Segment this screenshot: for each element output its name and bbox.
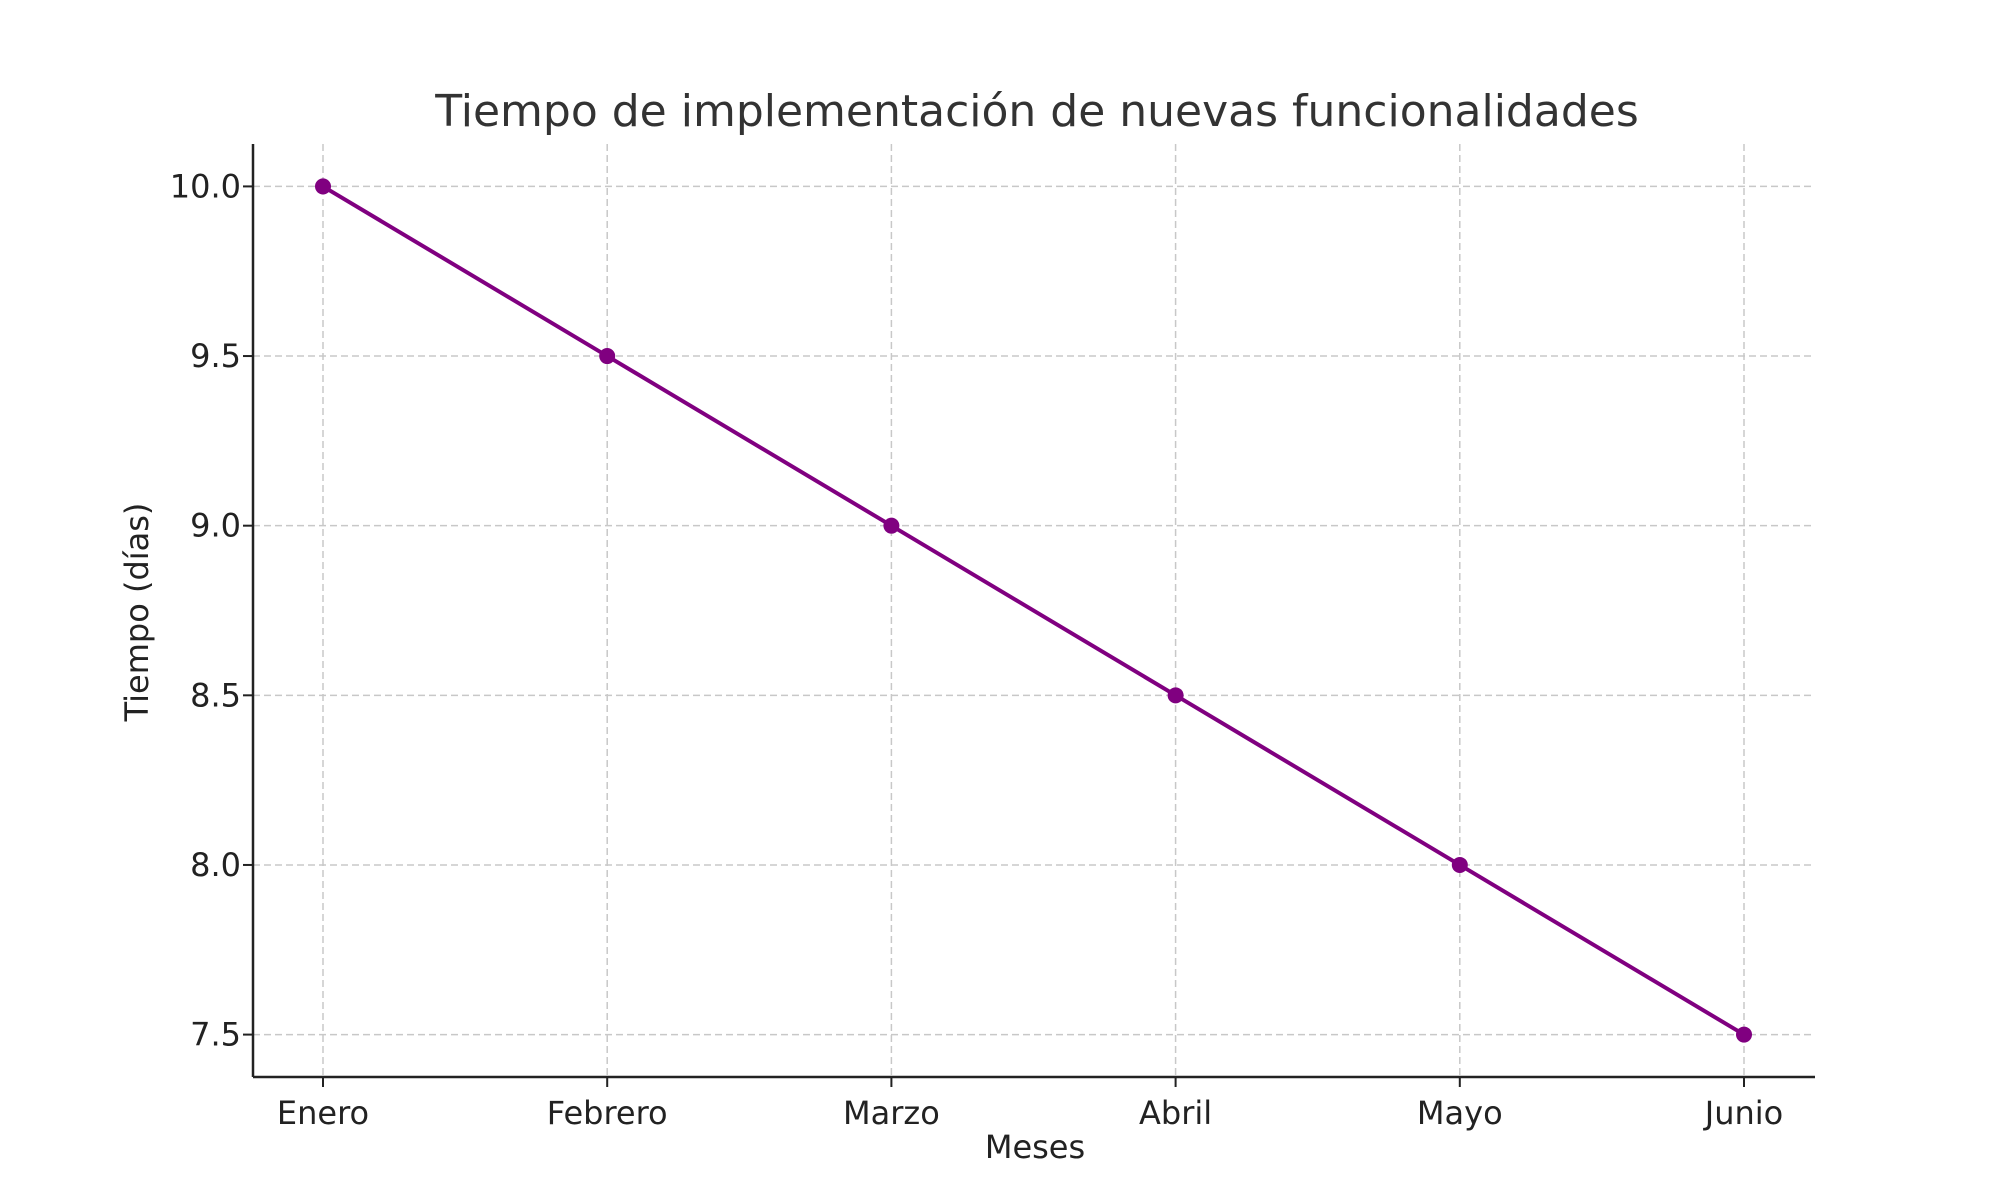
- data-point: [883, 517, 900, 534]
- data-point: [599, 348, 616, 365]
- series-line: [321, 184, 1746, 1037]
- x-tick-label: Mayo: [1417, 1094, 1503, 1132]
- y-axis-label: Tiempo (días): [118, 503, 156, 723]
- series: [315, 178, 1752, 1043]
- y-tick-label: 8.5: [190, 676, 241, 714]
- x-tick-label: Abril: [1139, 1094, 1212, 1132]
- y-tick-label: 7.5: [190, 1016, 241, 1054]
- x-tick-label: Febrero: [547, 1094, 668, 1132]
- x-tick-label: Junio: [1703, 1094, 1783, 1132]
- y-tick-label: 9.0: [190, 507, 241, 545]
- data-point: [1451, 856, 1468, 873]
- chart-title: Tiempo de implementación de nuevas funci…: [434, 86, 1639, 137]
- y-tick-label: 8.0: [190, 846, 241, 884]
- ticks: 7.5 8.0 8.5 9.0 9.5 10.0 Enero Febrero Marzo Abri…: [170, 167, 1783, 1132]
- y-tick-label: 10.0: [170, 167, 241, 205]
- grid: [253, 144, 1815, 1077]
- data-point: [1167, 687, 1184, 704]
- x-tick-label: Marzo: [843, 1094, 940, 1132]
- x-axis-label: Meses: [985, 1128, 1085, 1166]
- data-point: [315, 178, 331, 195]
- data-point: [1736, 1026, 1752, 1043]
- axes: [251, 144, 1815, 1079]
- y-tick-label: 9.5: [190, 337, 241, 375]
- x-tick-label: Enero: [277, 1094, 369, 1132]
